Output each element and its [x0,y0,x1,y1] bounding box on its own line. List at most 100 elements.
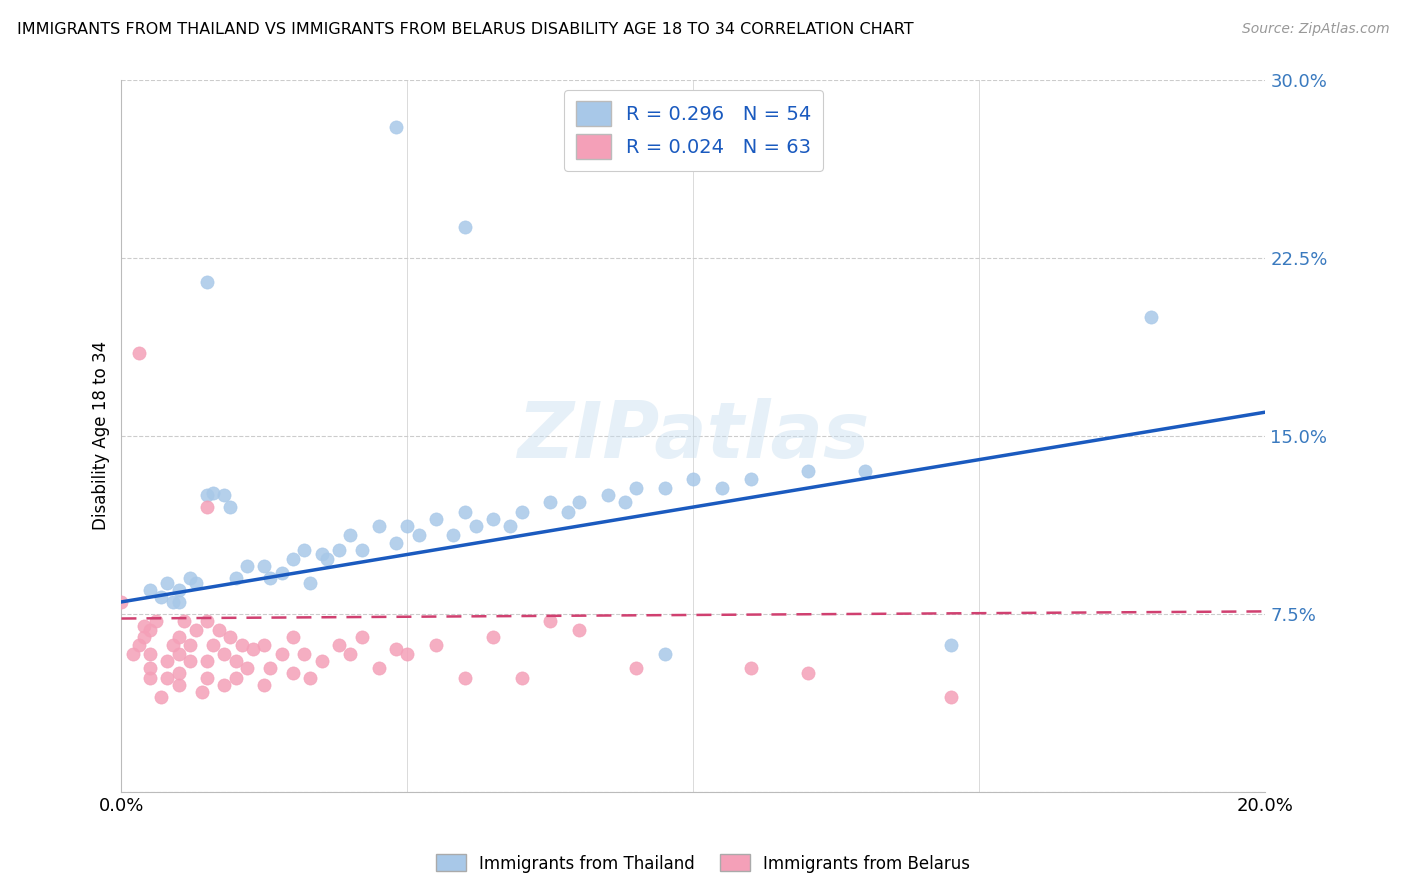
Point [367,519,389,533]
Point [184,624,207,638]
Point [179,654,201,668]
Point [167,678,190,692]
Text: ZIPatlas: ZIPatlas [517,398,869,474]
Point [195,671,218,685]
Point [339,647,361,661]
Point [167,647,190,661]
Text: IMMIGRANTS FROM THAILAND VS IMMIGRANTS FROM BELARUS DISABILITY AGE 18 TO 34 CORR: IMMIGRANTS FROM THAILAND VS IMMIGRANTS F… [17,22,914,37]
Point [225,671,247,685]
Point [162,595,184,609]
Point [270,566,292,581]
Point [225,654,247,668]
Point [242,642,264,657]
Point [162,638,184,652]
Point [190,685,212,699]
Point [797,666,820,681]
Point [339,528,361,542]
Point [214,488,236,502]
Point [939,690,962,704]
Point [259,661,281,675]
Point [236,661,259,675]
Point [281,631,304,645]
Point [208,624,231,638]
Point [139,671,162,685]
Point [557,505,579,519]
Point [195,275,218,289]
Point [654,647,676,661]
Point [328,542,350,557]
Point [139,661,162,675]
Point [311,654,333,668]
Point [482,631,505,645]
Point [939,638,962,652]
Point [139,582,162,597]
Point [740,661,762,675]
Point [499,519,522,533]
Point [139,647,162,661]
Point [128,638,150,652]
Point [540,495,562,509]
Point [299,671,322,685]
Point [184,576,207,591]
Point [195,488,218,502]
Point [385,642,408,657]
Legend: Immigrants from Thailand, Immigrants from Belarus: Immigrants from Thailand, Immigrants fro… [429,847,977,880]
Point [179,571,201,585]
Point [110,595,132,609]
Point [128,346,150,360]
Point [122,647,145,661]
Point [195,654,218,668]
Point [214,647,236,661]
Point [134,631,156,645]
Point [134,618,156,632]
Point [396,647,419,661]
Point [740,471,762,485]
Point [453,220,475,235]
Point [425,638,447,652]
Point [179,638,201,652]
Point [596,488,619,502]
Point [510,505,533,519]
Point [453,671,475,685]
Point [682,471,704,485]
Point [270,647,292,661]
Point [385,120,408,135]
Point [201,485,224,500]
Point [482,512,505,526]
Point [396,519,419,533]
Y-axis label: Disability Age 18 to 34: Disability Age 18 to 34 [93,342,110,531]
Point [167,582,190,597]
Point [231,638,253,652]
Point [568,624,591,638]
Point [510,671,533,685]
Point [797,465,820,479]
Point [173,614,195,628]
Point [385,535,408,549]
Point [219,500,242,514]
Point [167,666,190,681]
Point [253,638,276,652]
Point [299,576,322,591]
Point [441,528,464,542]
Point [626,481,648,495]
Point [195,614,218,628]
Point [259,571,281,585]
Point [408,528,430,542]
Text: Source: ZipAtlas.com: Source: ZipAtlas.com [1241,22,1389,37]
Point [654,481,676,495]
Point [316,552,339,566]
Point [465,519,488,533]
Point [214,678,236,692]
Point [1140,310,1163,325]
Point [167,595,190,609]
Point [294,542,316,557]
Point [225,571,247,585]
Point [328,638,350,652]
Legend: R = 0.296   N = 54, R = 0.024   N = 63: R = 0.296 N = 54, R = 0.024 N = 63 [564,90,823,170]
Point [311,548,333,562]
Point [350,631,373,645]
Point [167,631,190,645]
Point [453,505,475,519]
Point [156,671,179,685]
Point [150,590,173,604]
